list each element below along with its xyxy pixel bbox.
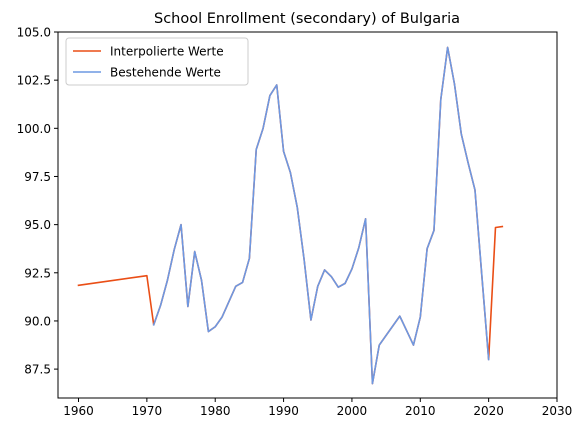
y-tick-label-6: 102.5	[17, 74, 51, 88]
y-tick-label-0: 87.5	[24, 363, 51, 377]
series-line-1	[154, 47, 489, 383]
x-tick-label-7: 2030	[542, 404, 573, 418]
y-axis: 87.5 90.0 92.5 95.0 97.5 100.0 102.5 105.0	[17, 26, 58, 377]
y-tick-label-1: 90.0	[24, 314, 51, 328]
legend-label-0: Interpolierte Werte	[110, 45, 224, 59]
legend: Interpolierte Werte Bestehende Werte	[66, 38, 248, 85]
plot-frame	[58, 32, 557, 398]
plot-series	[79, 47, 503, 383]
x-tick-label-6: 2020	[473, 404, 504, 418]
y-tick-label-3: 95.0	[24, 218, 51, 232]
x-tick-label-0: 1960	[63, 404, 94, 418]
y-tick-label-2: 92.5	[24, 266, 51, 280]
legend-label-1: Bestehende Werte	[110, 66, 221, 80]
x-tick-label-2: 1980	[200, 404, 231, 418]
x-tick-label-5: 2010	[405, 404, 436, 418]
series-line-0	[79, 47, 503, 383]
y-tick-label-4: 97.5	[24, 170, 51, 184]
chart-title: School Enrollment (secondary) of Bulgari…	[154, 11, 460, 27]
x-tick-label-4: 2000	[337, 404, 368, 418]
y-tick-label-5: 100.0	[17, 122, 51, 136]
x-tick-label-3: 1990	[268, 404, 299, 418]
x-tick-label-1: 1970	[132, 404, 163, 418]
x-axis: 1960 1970 1980 1990 2000 2010 2020 2030	[63, 398, 572, 418]
y-tick-label-7: 105.0	[17, 26, 51, 40]
